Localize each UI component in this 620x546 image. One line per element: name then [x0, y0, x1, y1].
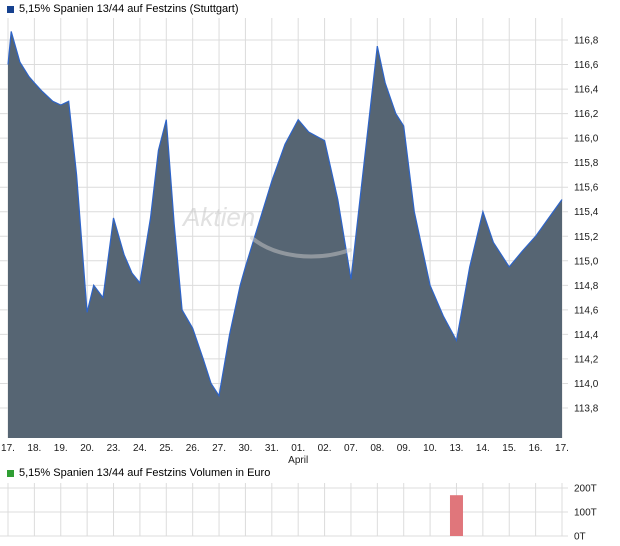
volume-y-axis-label: 200T	[574, 484, 597, 495]
volume-chart-svg: 200T 100T 0T	[0, 483, 597, 543]
volume-chart-legend: 5,15% Spanien 13/44 auf Festzins Volumen…	[7, 467, 270, 479]
x-axis-label: 23.	[107, 443, 121, 454]
y-axis-label: 115,8	[574, 158, 599, 169]
x-axis-label: 16.	[529, 443, 543, 454]
x-axis-label: 17.	[1, 443, 15, 454]
price-line	[7, 31, 563, 398]
x-axis-label: 01.	[291, 443, 305, 454]
y-axis-label: 114,0	[574, 379, 599, 390]
x-axis-label: 13.	[450, 443, 464, 454]
x-axis-label: 24.	[133, 443, 147, 454]
x-axis-label: 27.	[212, 443, 226, 454]
price-chart-svg: 17. 18. 19. 20. 23. 24. 25. 26. 27. 30. 31. 01. 02. 0…	[0, 18, 599, 466]
x-axis-label: 07.	[344, 443, 358, 454]
x-axis-label: 17.	[555, 443, 569, 454]
watermark-text: Aktien	[181, 202, 255, 232]
price-legend-marker-icon	[7, 5, 14, 13]
x-axis-label: 31.	[265, 443, 279, 454]
y-axis-label: 114,6	[574, 305, 599, 316]
x-axis-label: 15.	[502, 443, 516, 454]
x-axis-label: 14.	[476, 443, 490, 454]
x-axis-label: 08.	[370, 443, 384, 454]
volume-bar	[449, 495, 463, 536]
price-chart-title: 5,15% Spanien 13/44 auf Festzins (Stuttg…	[19, 3, 239, 15]
y-axis-label: 115,4	[574, 207, 599, 218]
x-axis-label: 18.	[27, 443, 41, 454]
y-axis-label: 116,8	[574, 36, 599, 47]
x-axis-label: 10.	[423, 443, 437, 454]
price-area	[8, 31, 562, 439]
y-axis-label: 115,0	[574, 256, 599, 267]
y-axis-label: 115,2	[574, 232, 599, 243]
price-chart-legend: 5,15% Spanien 13/44 auf Festzins (Stuttg…	[7, 3, 239, 15]
y-axis-label: 116,6	[574, 60, 599, 71]
x-axis-label: 19.	[54, 443, 68, 454]
volume-y-axis-label: 0T	[574, 532, 586, 543]
y-axis-label: 114,8	[574, 281, 599, 292]
month-label: April	[288, 455, 308, 466]
volume-chart-title: 5,15% Spanien 13/44 auf Festzins Volumen…	[19, 467, 271, 479]
y-axis-label: 116,0	[574, 134, 599, 145]
volume-y-axis-label: 100T	[574, 508, 597, 519]
y-axis-label: 114,2	[574, 354, 599, 365]
watermark-swoosh	[250, 236, 352, 259]
x-axis-label: 02.	[318, 443, 332, 454]
x-axis-label: 26.	[186, 443, 200, 454]
y-axis-label: 116,4	[574, 85, 599, 96]
x-axis-label: 30.	[238, 443, 252, 454]
x-axis-label: 09.	[397, 443, 411, 454]
x-axis-label: 25.	[159, 443, 173, 454]
y-axis-label: 113,8	[574, 404, 599, 415]
x-axis-label: 20.	[80, 443, 94, 454]
y-axis-label: 114,4	[574, 330, 599, 341]
y-axis-label: 115,6	[574, 183, 599, 194]
y-axis-label: 116,2	[574, 109, 599, 120]
volume-legend-marker-icon	[7, 469, 14, 477]
